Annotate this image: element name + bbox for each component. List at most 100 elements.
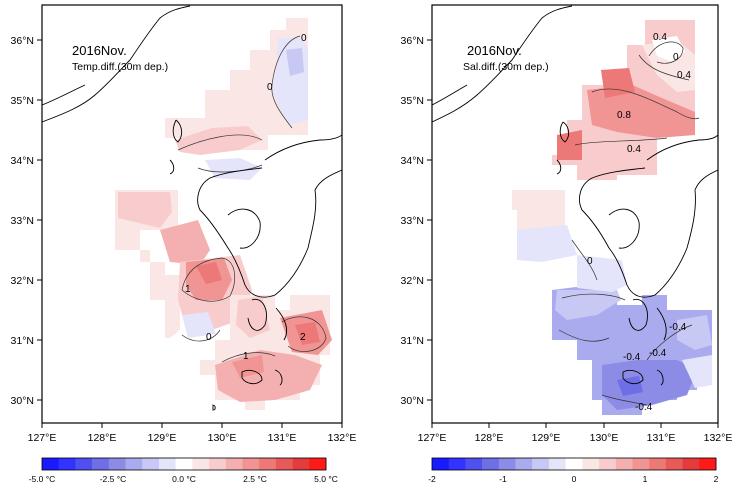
- colorbar-swatch: [432, 458, 450, 470]
- colorbar-swatch: [465, 458, 483, 470]
- lat-label: 33°N: [11, 215, 34, 227]
- lon-label: 130°E: [590, 432, 619, 444]
- lat-label: 35°N: [401, 95, 424, 107]
- lon-label: 127°E: [418, 432, 447, 444]
- colorbar-swatch: [482, 458, 500, 470]
- lat-label: 30°N: [11, 395, 34, 407]
- lat-label: 31°N: [401, 335, 424, 347]
- colorbar-label: 5.0 °C: [314, 474, 338, 484]
- colorbar-swatch: [158, 458, 176, 470]
- colorbar-swatch: [209, 458, 227, 470]
- lon-label: 129°E: [148, 432, 177, 444]
- lon-label: 131°E: [268, 432, 297, 444]
- contour-label: -0.4: [623, 352, 641, 363]
- colorbar-label: 0: [572, 474, 577, 484]
- colorbar-swatch: [532, 458, 550, 470]
- colorbar-swatch: [142, 458, 160, 470]
- colorbar-swatch: [309, 458, 327, 470]
- contour-label: 0.4: [677, 70, 691, 81]
- lat-label: 34°N: [401, 155, 424, 167]
- coastline: [432, 5, 718, 386]
- colorbar-label: -5.0 °C: [29, 474, 56, 484]
- lon-label: 131°E: [647, 432, 676, 444]
- lon-label: 130°E: [208, 432, 237, 444]
- colorbar-swatch: [259, 458, 277, 470]
- colorbar-swatch: [498, 458, 516, 470]
- colorbar-swatch: [615, 458, 633, 470]
- colorbar-swatch: [448, 458, 466, 470]
- colorbar-swatch: [108, 458, 126, 470]
- lat-label: 32°N: [401, 275, 424, 287]
- axis-ticks: [427, 39, 719, 428]
- colorbar-swatch: [665, 458, 683, 470]
- colorbar-swatch: [515, 458, 533, 470]
- contour-label: 1: [185, 284, 191, 295]
- colorbar-swatch: [632, 458, 650, 470]
- lat-label: 33°N: [401, 215, 424, 227]
- colorbar-swatch: [292, 458, 310, 470]
- colorbar-frame: [431, 457, 717, 471]
- temperature-field: [115, 18, 332, 410]
- panel-title: 2016Nov.: [72, 43, 127, 58]
- contour-label: 1: [243, 351, 249, 362]
- contour-label: 0.8: [617, 110, 631, 121]
- colorbar-swatch: [582, 458, 600, 470]
- contour-label: 0: [587, 256, 593, 267]
- lat-label: 30°N: [401, 395, 424, 407]
- colorbar-swatch: [175, 458, 193, 470]
- contour-label: 0: [267, 82, 273, 93]
- contour-label: 0: [673, 52, 679, 63]
- salinity-colorbar: [431, 457, 717, 471]
- colorbar-labels: -2 -1 0 1 2: [428, 474, 718, 484]
- colorbar-swatch: [42, 458, 60, 470]
- lat-label: 34°N: [11, 155, 34, 167]
- lon-label: 132°E: [704, 432, 733, 444]
- panel-subtitle: Temp.diff.(30m dep.): [72, 61, 168, 73]
- colorbar-swatch: [599, 458, 617, 470]
- contour-label: 0.4: [627, 144, 641, 155]
- colorbar-swatch: [242, 458, 260, 470]
- colorbar-swatch: [192, 458, 210, 470]
- lat-label: 35°N: [11, 95, 34, 107]
- map-frame: [41, 4, 343, 424]
- lon-label: 127°E: [28, 432, 57, 444]
- lat-label: 36°N: [401, 35, 424, 47]
- colorbar-swatch: [548, 458, 566, 470]
- lat-label: 31°N: [11, 335, 34, 347]
- contour-label: 0.4: [653, 32, 667, 43]
- lon-label: 132°E: [328, 432, 357, 444]
- colorbar-label: -2.5 °C: [100, 474, 127, 484]
- temperature-panel: 2016Nov. Temp.diff.(30m dep.) 0 0 1 1 0 …: [0, 0, 376, 486]
- colorbar-swatch: [92, 458, 110, 470]
- lat-label: 32°N: [11, 275, 34, 287]
- contour-label: 0: [301, 33, 307, 44]
- latitude-labels: 30°N 31°N 32°N 33°N 34°N 35°N 36°N: [401, 35, 424, 407]
- temperature-map: 2016Nov. Temp.diff.(30m dep.) 0 0 1 1 0 …: [11, 4, 357, 484]
- colorbar-swatch: [682, 458, 700, 470]
- colorbar-swatch: [699, 458, 717, 470]
- colorbar-label: -1: [499, 474, 507, 484]
- colorbar-swatch: [565, 458, 583, 470]
- panel-subtitle: Sal.diff.(30m dep.): [463, 61, 549, 73]
- latitude-labels: 30°N 31°N 32°N 33°N 34°N 35°N 36°N: [11, 35, 34, 407]
- salinity-map: 2016Nov. Sal.diff.(30m dep.) 0.4 0 0.4 0…: [401, 4, 733, 484]
- contour-label: -0.4: [649, 348, 667, 359]
- salinity-field: [512, 20, 712, 415]
- map-frame: [431, 4, 719, 424]
- lon-label: 128°E: [88, 432, 117, 444]
- lon-label: 129°E: [532, 432, 561, 444]
- salinity-contours: [558, 41, 700, 406]
- panel-title: 2016Nov.: [467, 43, 522, 58]
- temperature-contours: [177, 35, 327, 363]
- contour-label: 0: [206, 332, 212, 343]
- colorbar-label: 2: [714, 474, 719, 484]
- lat-label: 36°N: [11, 35, 34, 47]
- colorbar-swatch: [58, 458, 76, 470]
- temperature-colorbar: [41, 457, 327, 471]
- colorbar-label: 0.0 °C: [172, 474, 196, 484]
- colorbar-labels: -5.0 °C -2.5 °C 0.0 °C 2.5 °C 5.0 °C: [29, 474, 338, 484]
- longitude-labels: 127°E 128°E 129°E 130°E 131°E 132°E: [418, 432, 733, 444]
- colorbar-swatch: [125, 458, 143, 470]
- contour-labels: 0 0 1 1 0 2: [185, 33, 307, 362]
- colorbar-label: 2.5 °C: [243, 474, 267, 484]
